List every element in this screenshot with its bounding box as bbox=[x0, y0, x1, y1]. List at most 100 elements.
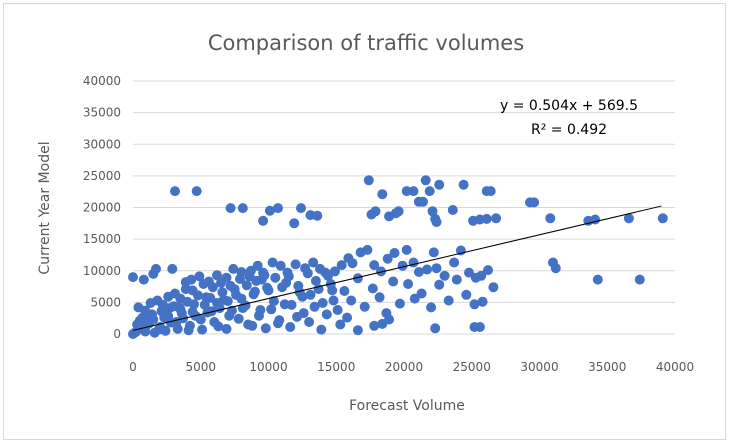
scatter-point bbox=[289, 218, 300, 229]
scatter-point bbox=[296, 203, 306, 214]
scatter-point bbox=[339, 286, 350, 296]
scatter-point bbox=[476, 270, 487, 281]
scatter-point bbox=[408, 186, 419, 197]
scatter-point bbox=[451, 274, 462, 285]
y-tick-label: 25000 bbox=[83, 169, 121, 183]
scatter-point bbox=[225, 280, 236, 291]
scatter-point bbox=[394, 298, 405, 309]
scatter-point bbox=[657, 213, 668, 224]
scatter-point bbox=[309, 301, 320, 312]
y-tick-label: 40000 bbox=[83, 74, 121, 88]
scatter-point bbox=[320, 267, 331, 278]
scatter-point bbox=[251, 275, 262, 286]
scatter-point bbox=[431, 263, 442, 274]
chart-frame bbox=[3, 3, 726, 440]
scatter-point bbox=[431, 217, 442, 227]
scatter-point bbox=[316, 324, 327, 335]
scatter-point bbox=[128, 329, 138, 339]
scatter-point bbox=[461, 289, 472, 300]
scatter-point bbox=[397, 260, 408, 271]
scatter-point bbox=[347, 258, 358, 269]
scatter-point bbox=[140, 326, 151, 337]
scatter-point bbox=[413, 267, 424, 277]
scatter-point bbox=[310, 275, 321, 286]
scatter-point bbox=[623, 213, 634, 224]
x-tick-label: 25000 bbox=[453, 360, 491, 374]
x-tick-label: 40000 bbox=[656, 360, 694, 374]
scatter-point bbox=[529, 197, 540, 208]
scatter-point bbox=[488, 282, 499, 293]
data-points bbox=[128, 175, 668, 339]
scatter-point bbox=[439, 270, 450, 281]
scatter-point bbox=[335, 319, 346, 330]
y-tick-label: 35000 bbox=[83, 106, 121, 120]
scatter-point bbox=[327, 285, 338, 296]
scatter-point bbox=[449, 257, 460, 268]
scatter-point bbox=[458, 179, 469, 190]
scatter-point bbox=[434, 179, 445, 190]
scatter-point bbox=[430, 323, 441, 334]
scatter-point bbox=[363, 175, 374, 186]
scatter-point bbox=[352, 273, 363, 284]
scatter-point bbox=[483, 265, 493, 276]
scatter-point bbox=[409, 293, 420, 304]
scatter-point bbox=[427, 206, 438, 217]
y-tick-label: 0 bbox=[113, 327, 121, 341]
scatter-point bbox=[254, 310, 264, 321]
scatter-point bbox=[346, 295, 357, 306]
scatter-point bbox=[545, 213, 556, 224]
x-tick-label: 35000 bbox=[588, 360, 626, 374]
scatter-point bbox=[428, 247, 439, 258]
scatter-point bbox=[491, 213, 502, 224]
x-tick-label: 15000 bbox=[317, 360, 355, 374]
scatter-point bbox=[550, 263, 561, 274]
scatter-point bbox=[273, 203, 283, 214]
scatter-point bbox=[187, 285, 198, 296]
scatter-point bbox=[260, 323, 271, 334]
scatter-point bbox=[212, 270, 222, 281]
scatter-point bbox=[294, 287, 305, 298]
scatter-point bbox=[384, 314, 395, 325]
scatter-point bbox=[237, 203, 248, 214]
scatter-point bbox=[369, 260, 380, 271]
y-tick-label: 15000 bbox=[83, 232, 121, 246]
x-tick-label: 10000 bbox=[249, 360, 287, 374]
scatter-point bbox=[403, 279, 414, 289]
scatter-point bbox=[216, 277, 227, 288]
scatter-point bbox=[217, 287, 228, 298]
scatter-point bbox=[275, 260, 286, 271]
y-tick-label: 5000 bbox=[90, 295, 121, 309]
scatter-point bbox=[374, 292, 385, 303]
scatter-point bbox=[191, 186, 202, 197]
scatter-point bbox=[342, 312, 353, 323]
scatter-point bbox=[273, 318, 283, 329]
trendline-r2: R² = 0.492 bbox=[531, 122, 607, 138]
scatter-point bbox=[241, 280, 252, 291]
scatter-point bbox=[447, 205, 458, 215]
scatter-point bbox=[388, 276, 399, 287]
scatter-point bbox=[263, 285, 274, 296]
scatter-point bbox=[209, 317, 220, 327]
scatter-point bbox=[163, 311, 174, 322]
scatter-point bbox=[270, 272, 281, 283]
scatter-point bbox=[198, 279, 209, 289]
scatter-point bbox=[268, 296, 279, 307]
scatter-point bbox=[148, 314, 159, 325]
scatter-point bbox=[279, 299, 290, 310]
scatter-point bbox=[128, 272, 138, 283]
scatter-point bbox=[290, 259, 301, 270]
scatter-point bbox=[138, 274, 149, 285]
scatter-point bbox=[187, 306, 198, 317]
scatter-point bbox=[304, 317, 315, 327]
scatter-point bbox=[420, 175, 431, 186]
scatter-point bbox=[228, 263, 239, 274]
scatter-point bbox=[370, 206, 381, 217]
chart-title: Comparison of traffic volumes bbox=[208, 31, 524, 55]
scatter-point bbox=[140, 305, 151, 316]
scatter-point bbox=[267, 257, 278, 268]
scatter-point bbox=[377, 189, 388, 200]
scatter-point bbox=[376, 266, 386, 277]
scatter-point bbox=[336, 260, 347, 271]
trendline-equation: y = 0.504x + 569.5 bbox=[500, 98, 638, 114]
